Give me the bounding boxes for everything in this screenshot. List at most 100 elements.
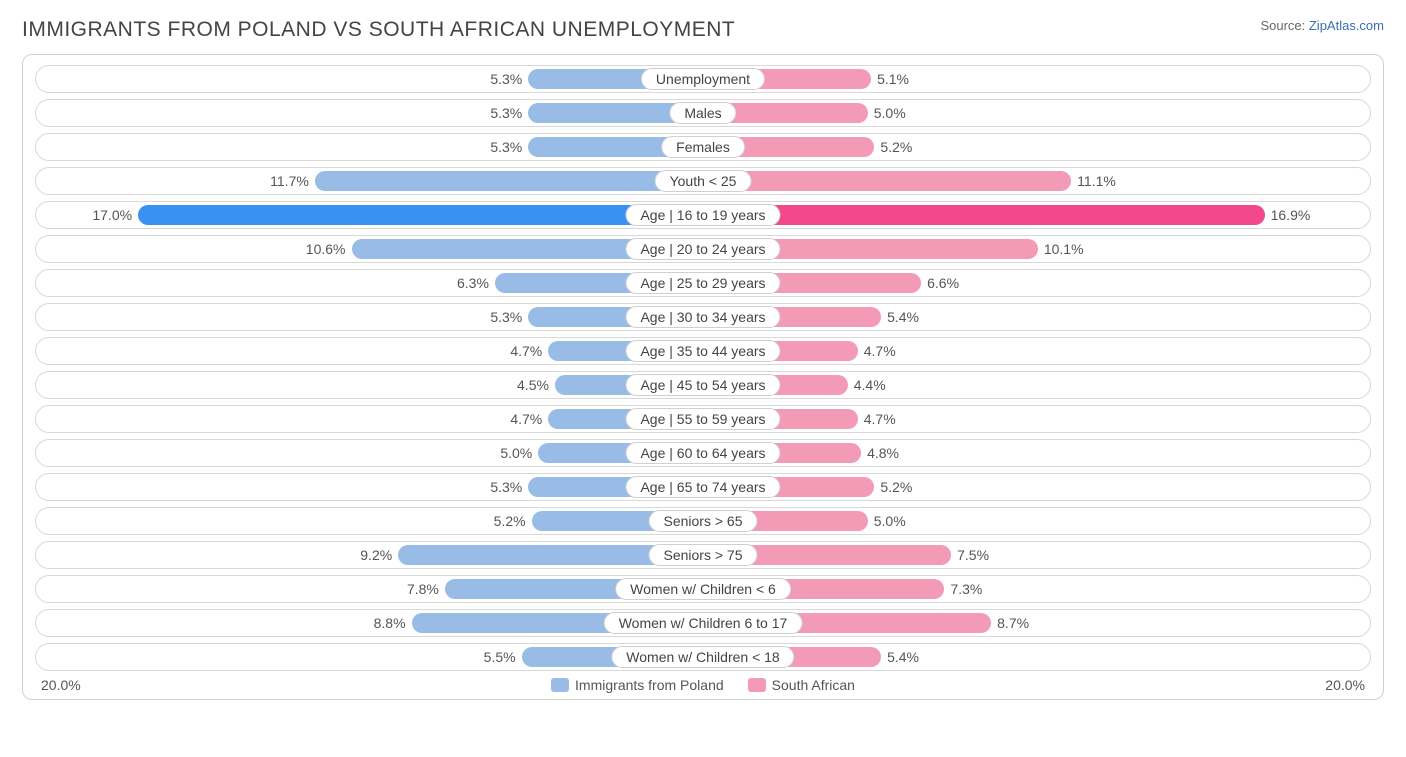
- chart-title: IMMIGRANTS FROM POLAND VS SOUTH AFRICAN …: [22, 18, 735, 42]
- right-value-label: 7.3%: [950, 581, 982, 597]
- row-left-half: 5.3%: [36, 134, 703, 160]
- row-right-half: 5.4%: [703, 644, 1370, 670]
- category-label: Age | 35 to 44 years: [625, 340, 780, 362]
- left-value-label: 6.3%: [457, 275, 489, 291]
- legend-swatch-right: [748, 678, 766, 692]
- left-value-label: 4.7%: [510, 343, 542, 359]
- category-label: Age | 20 to 24 years: [625, 238, 780, 260]
- category-label: Age | 30 to 34 years: [625, 306, 780, 328]
- right-bar: [701, 205, 1265, 225]
- row-left-half: 10.6%: [36, 236, 703, 262]
- category-label: Age | 55 to 59 years: [625, 408, 780, 430]
- left-value-label: 5.3%: [490, 139, 522, 155]
- category-label: Seniors > 75: [649, 544, 758, 566]
- category-label: Females: [661, 136, 745, 158]
- chart-footer: 20.0% Immigrants from Poland South Afric…: [35, 677, 1371, 693]
- right-value-label: 7.5%: [957, 547, 989, 563]
- chart-row: 11.7% 11.1%Youth < 25: [35, 167, 1371, 195]
- header: IMMIGRANTS FROM POLAND VS SOUTH AFRICAN …: [22, 18, 1384, 42]
- left-value-label: 7.8%: [407, 581, 439, 597]
- category-label: Women w/ Children < 18: [611, 646, 794, 668]
- row-left-half: 17.0%: [36, 202, 703, 228]
- right-value-label: 4.7%: [864, 411, 896, 427]
- row-left-half: 5.3%: [36, 66, 703, 92]
- left-value-label: 5.5%: [484, 649, 516, 665]
- butterfly-chart: 5.3%5.1%Unemployment5.3%5.0%Males5.3%5.2…: [22, 54, 1384, 700]
- row-right-half: 5.0%: [703, 508, 1370, 534]
- chart-row: 6.3% 6.6% Age | 25 to 29 years: [35, 269, 1371, 297]
- chart-row: 5.5% 5.4% Women w/ Children < 18: [35, 643, 1371, 671]
- right-value-label: 4.4%: [854, 377, 886, 393]
- left-value-label: 5.0%: [500, 445, 532, 461]
- left-value-label: 5.3%: [490, 479, 522, 495]
- row-right-half: 5.1%: [703, 66, 1370, 92]
- legend: Immigrants from Poland South African: [551, 677, 855, 693]
- source-attribution: Source: ZipAtlas.com: [1260, 18, 1384, 33]
- category-label: Seniors > 65: [649, 510, 758, 532]
- legend-swatch-left: [551, 678, 569, 692]
- row-left-half: 4.7%: [36, 338, 703, 364]
- category-label: Youth < 25: [655, 170, 752, 192]
- row-right-half: 5.4%: [703, 304, 1370, 330]
- row-right-half: 5.2%: [703, 134, 1370, 160]
- category-label: Women w/ Children < 6: [615, 578, 791, 600]
- right-value-label: 6.6%: [927, 275, 959, 291]
- left-value-label: 4.7%: [510, 411, 542, 427]
- row-right-half: 4.7%: [703, 406, 1370, 432]
- right-value-label: 5.0%: [874, 513, 906, 529]
- row-left-half: 5.3%: [36, 100, 703, 126]
- right-value-label: 5.2%: [880, 479, 912, 495]
- row-left-half: 4.5%: [36, 372, 703, 398]
- legend-item-right: South African: [748, 677, 855, 693]
- chart-row: 4.7%4.7%Age | 35 to 44 years: [35, 337, 1371, 365]
- right-value-label: 4.8%: [867, 445, 899, 461]
- right-value-label: 5.4%: [887, 309, 919, 325]
- chart-row: 5.0% 4.8% Age | 60 to 64 years: [35, 439, 1371, 467]
- category-label: Age | 16 to 19 years: [625, 204, 780, 226]
- left-value-label: 5.3%: [490, 105, 522, 121]
- row-right-half: 5.2%: [703, 474, 1370, 500]
- row-right-half: 4.4%: [703, 372, 1370, 398]
- left-value-label: 10.6%: [306, 241, 346, 257]
- chart-row: 17.0% 16.9% Age | 16 to 19 years: [35, 201, 1371, 229]
- row-left-half: 5.5%: [36, 644, 703, 670]
- category-label: Age | 25 to 29 years: [625, 272, 780, 294]
- chart-row: 10.6% 10.1% Age | 20 to 24 years: [35, 235, 1371, 263]
- row-left-half: 4.7%: [36, 406, 703, 432]
- row-right-half: 10.1%: [703, 236, 1370, 262]
- right-value-label: 10.1%: [1044, 241, 1084, 257]
- left-value-label: 17.0%: [92, 207, 132, 223]
- row-left-half: 5.3%: [36, 304, 703, 330]
- chart-row: 5.3% 5.4% Age | 30 to 34 years: [35, 303, 1371, 331]
- axis-right-max: 20.0%: [1325, 677, 1365, 693]
- category-label: Age | 60 to 64 years: [625, 442, 780, 464]
- chart-rows: 5.3%5.1%Unemployment5.3%5.0%Males5.3%5.2…: [35, 65, 1371, 671]
- row-right-half: 4.8%: [703, 440, 1370, 466]
- chart-row: 5.3% 5.2%Females: [35, 133, 1371, 161]
- chart-row: 5.3% 5.0%Males: [35, 99, 1371, 127]
- right-value-label: 8.7%: [997, 615, 1029, 631]
- category-label: Women w/ Children 6 to 17: [604, 612, 803, 634]
- row-left-half: 5.0%: [36, 440, 703, 466]
- category-label: Males: [669, 102, 736, 124]
- left-value-label: 5.3%: [490, 309, 522, 325]
- legend-label-right: South African: [772, 677, 855, 693]
- row-left-half: 9.2%: [36, 542, 703, 568]
- row-right-half: 6.6%: [703, 270, 1370, 296]
- right-value-label: 5.1%: [877, 71, 909, 87]
- right-value-label: 16.9%: [1271, 207, 1311, 223]
- axis-left-max: 20.0%: [41, 677, 81, 693]
- row-right-half: 5.0%: [703, 100, 1370, 126]
- chart-row: 5.3%5.1%Unemployment: [35, 65, 1371, 93]
- left-bar: [138, 205, 705, 225]
- left-value-label: 11.7%: [270, 173, 309, 189]
- chart-row: 4.7% 4.7% Age | 55 to 59 years: [35, 405, 1371, 433]
- legend-item-left: Immigrants from Poland: [551, 677, 724, 693]
- right-value-label: 5.4%: [887, 649, 919, 665]
- row-right-half: 7.3%: [703, 576, 1370, 602]
- row-right-half: 11.1%: [703, 168, 1370, 194]
- chart-row: 5.3%5.2%Age | 65 to 74 years: [35, 473, 1371, 501]
- chart-row: 8.8%8.7%Women w/ Children 6 to 17: [35, 609, 1371, 637]
- left-value-label: 5.2%: [494, 513, 526, 529]
- source-link[interactable]: ZipAtlas.com: [1309, 18, 1384, 33]
